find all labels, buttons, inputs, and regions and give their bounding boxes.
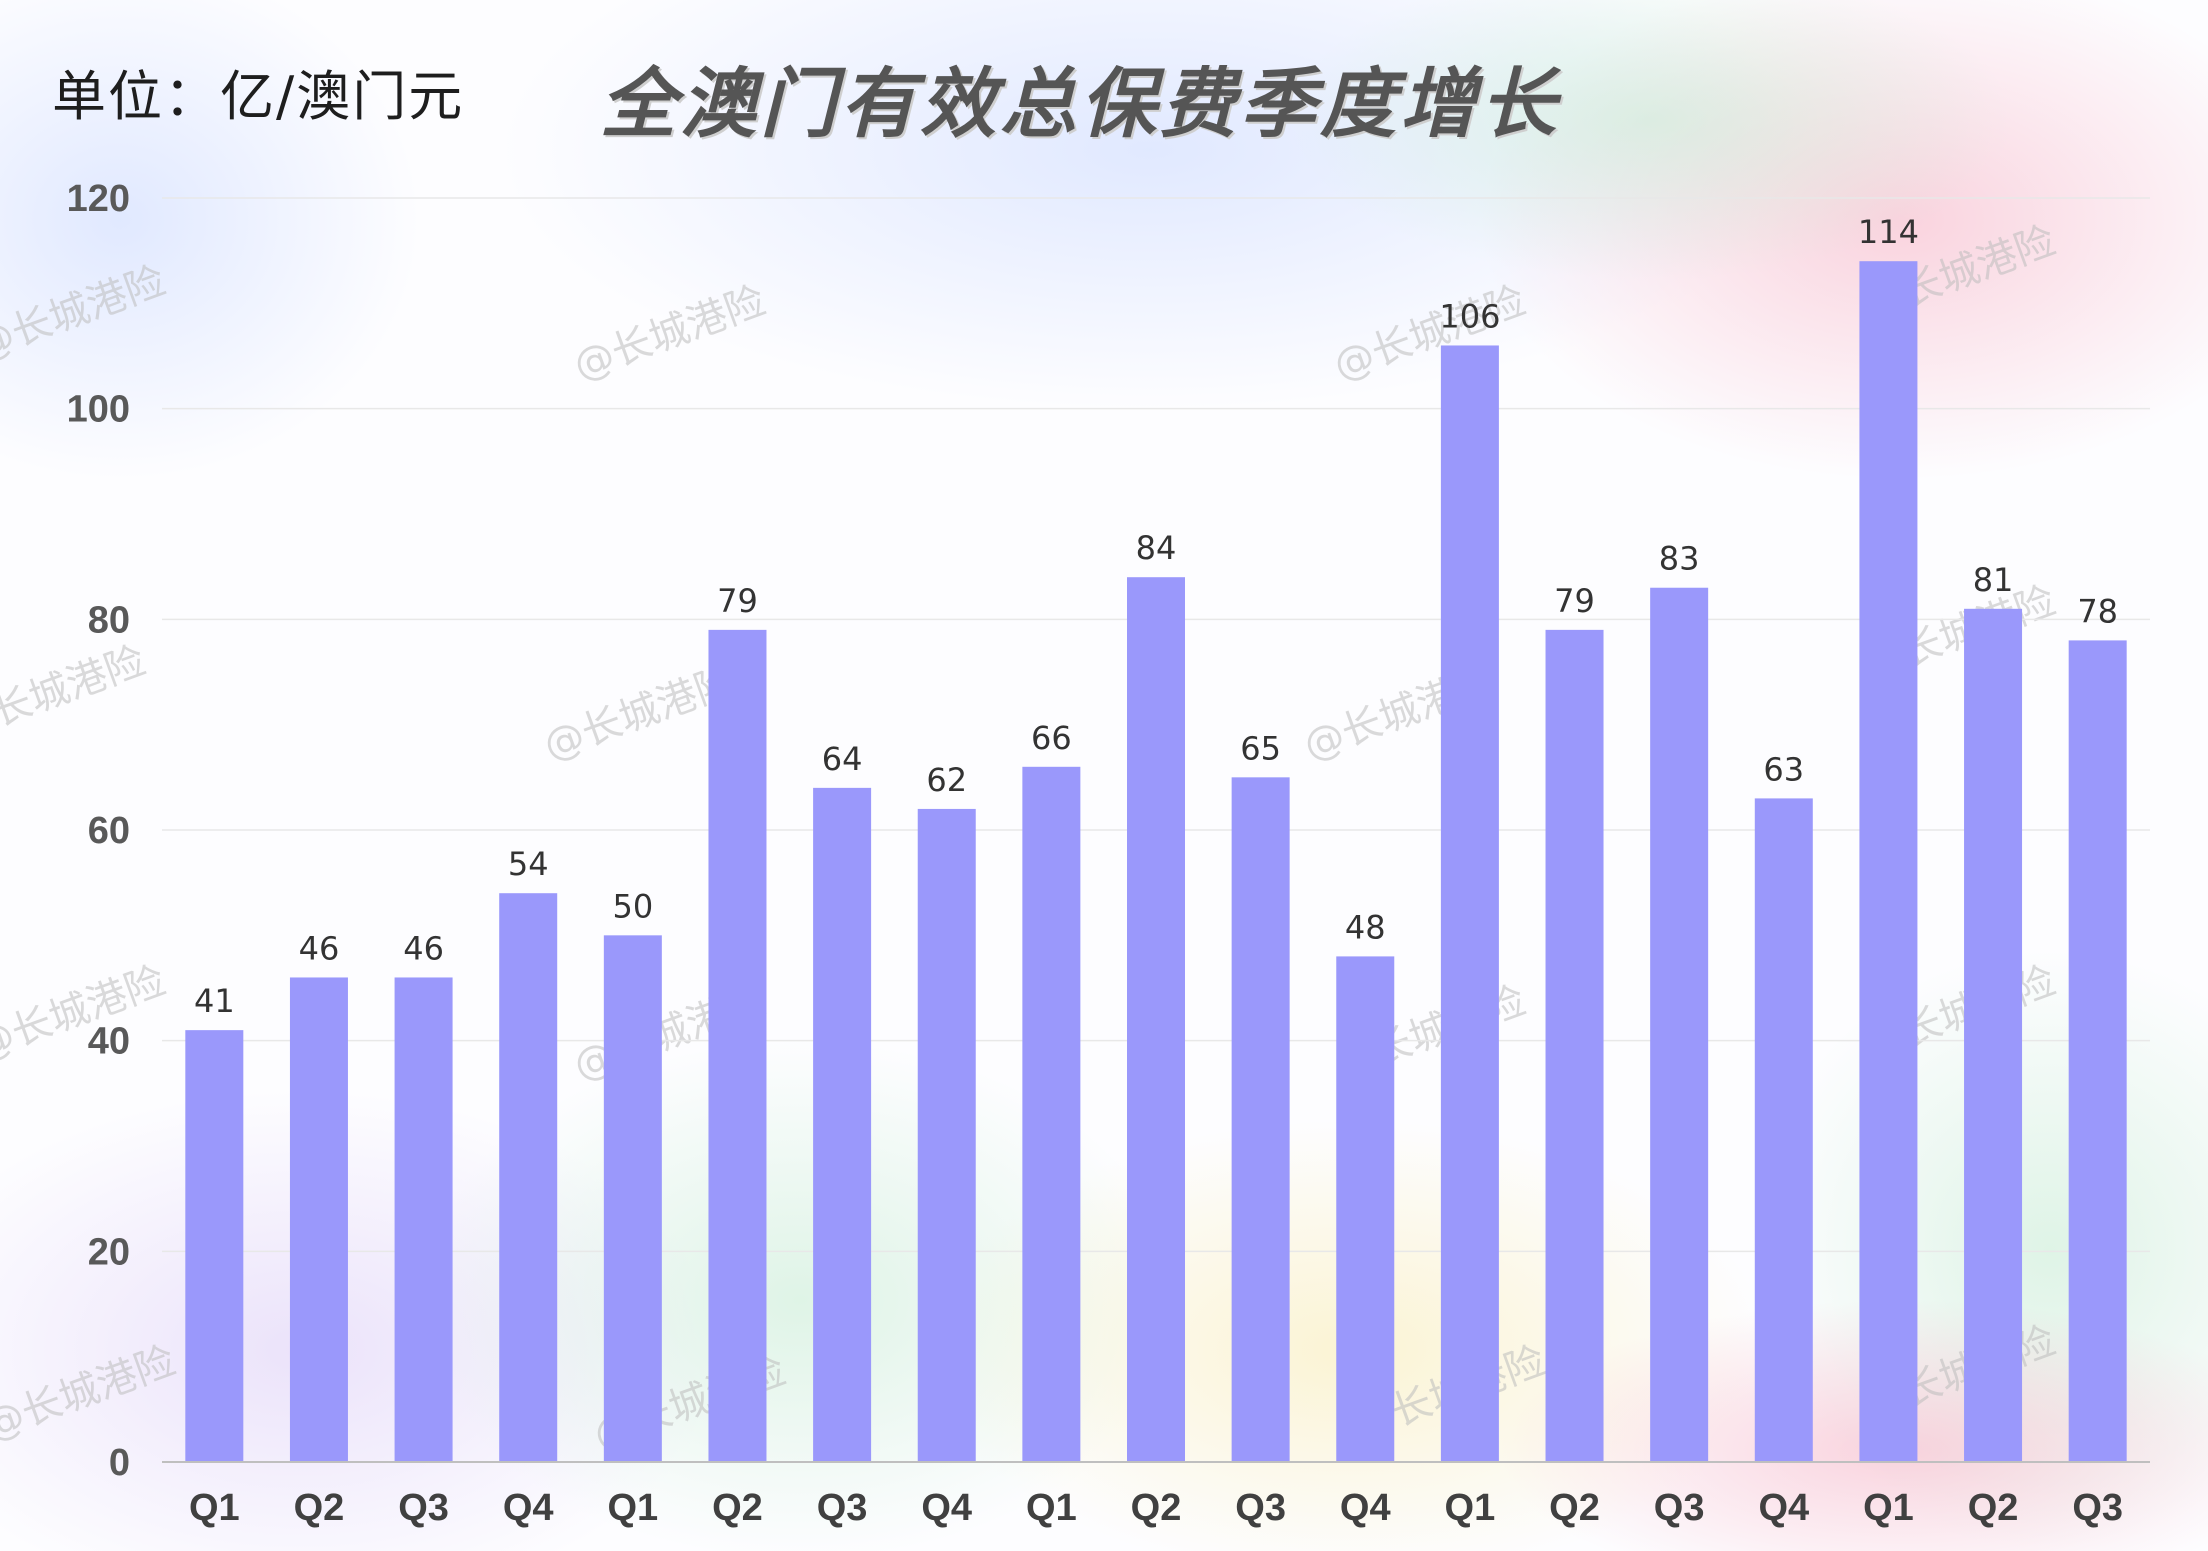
x-tick-label: Q1: [189, 1487, 240, 1529]
y-tick-label: 100: [67, 389, 130, 431]
bar: [185, 1030, 244, 1462]
watermark-text: @长城港险: [0, 1338, 181, 1450]
bars: [185, 261, 2127, 1463]
x-tick-label: Q1: [1026, 1487, 1077, 1529]
data-label: 79: [1554, 582, 1595, 620]
bar: [1440, 345, 1499, 1462]
bar: [1336, 956, 1395, 1462]
bar: [708, 629, 767, 1462]
data-label: 84: [1136, 529, 1177, 567]
x-tick-label: Q3: [2072, 1487, 2123, 1529]
watermark-text: @长城港险: [0, 638, 151, 750]
data-label: 78: [2077, 592, 2118, 630]
bar: [603, 935, 662, 1462]
bar: [1754, 798, 1813, 1462]
x-tick-label: Q1: [1863, 1487, 1914, 1529]
data-label: 46: [299, 929, 340, 967]
bar: [394, 977, 453, 1462]
bar: [1127, 577, 1185, 1462]
data-label: 63: [1763, 750, 1804, 788]
y-tick-label: 60: [88, 810, 130, 852]
y-axis: 0 20 40 60 80 100 120: [67, 178, 130, 1484]
data-label: 66: [1031, 719, 1072, 757]
watermark-text: @长城港险: [568, 278, 772, 390]
watermark-text: @长城港险: [0, 258, 171, 370]
bar: [1022, 766, 1081, 1462]
data-label: 62: [926, 761, 967, 799]
bar: [1231, 777, 1290, 1462]
data-label: 83: [1659, 540, 1700, 578]
data-label: 81: [1973, 561, 2014, 599]
x-tick-label: Q2: [712, 1487, 763, 1529]
x-tick-label: Q4: [921, 1487, 972, 1529]
y-tick-label: 120: [67, 178, 130, 220]
unit-label: 单位：亿/澳门元: [52, 65, 465, 128]
bar: [813, 787, 872, 1462]
data-label: 50: [612, 887, 653, 925]
data-label: 106: [1439, 297, 1500, 335]
x-tick-label: Q3: [817, 1487, 868, 1529]
bar: [1545, 629, 1604, 1462]
x-tick-label: Q2: [294, 1487, 345, 1529]
bar: [1859, 261, 1918, 1463]
bar: [1650, 587, 1709, 1462]
data-label: 54: [508, 845, 549, 883]
x-tick-label: Q3: [1654, 1487, 1705, 1529]
x-tick-label: Q4: [503, 1487, 554, 1529]
x-tick-label: Q1: [607, 1487, 658, 1529]
data-label: 114: [1858, 213, 1919, 251]
data-label: 46: [403, 929, 444, 967]
y-tick-label: 40: [88, 1021, 130, 1063]
x-tick-label: Q4: [1340, 1487, 1391, 1529]
x-tick-label: Q3: [398, 1487, 449, 1529]
data-label: 64: [822, 740, 863, 778]
x-tick-label: Q1: [1445, 1487, 1496, 1529]
x-tick-label: Q3: [1235, 1487, 1286, 1529]
x-tick-label: Q2: [1968, 1487, 2019, 1529]
x-tick-label: Q2: [1549, 1487, 1600, 1529]
y-tick-label: 0: [109, 1442, 130, 1484]
data-labels: 41 46 46 54 50 79 64 62 66 84 65 48 106 79 83 63 114 81 78: [194, 213, 2118, 1020]
bar: [1964, 608, 2023, 1462]
y-tick-label: 20: [88, 1231, 130, 1273]
bar: [917, 808, 976, 1462]
data-label: 48: [1345, 908, 1386, 946]
bar: [2068, 640, 2127, 1462]
x-axis: Q1 Q2 Q3 Q4 Q1 Q2 Q3 Q4 Q1 Q2 Q3 Q4 Q1 Q2 Q3 Q4 Q1 Q2 Q3: [162, 1461, 2150, 1529]
data-label: 65: [1240, 729, 1281, 767]
bar: [289, 977, 348, 1462]
x-tick-label: Q4: [1758, 1487, 1809, 1529]
x-tick-label: Q2: [1131, 1487, 1182, 1529]
watermark-text: @长城港险: [0, 958, 171, 1070]
data-label: 41: [194, 982, 235, 1020]
chart-title: 全澳门有效总保费季度增长: [600, 59, 1560, 148]
bar: [499, 893, 558, 1462]
y-tick-label: 80: [88, 599, 130, 641]
watermark-text: @长城港险: [1328, 278, 1532, 390]
data-label: 79: [717, 582, 758, 620]
